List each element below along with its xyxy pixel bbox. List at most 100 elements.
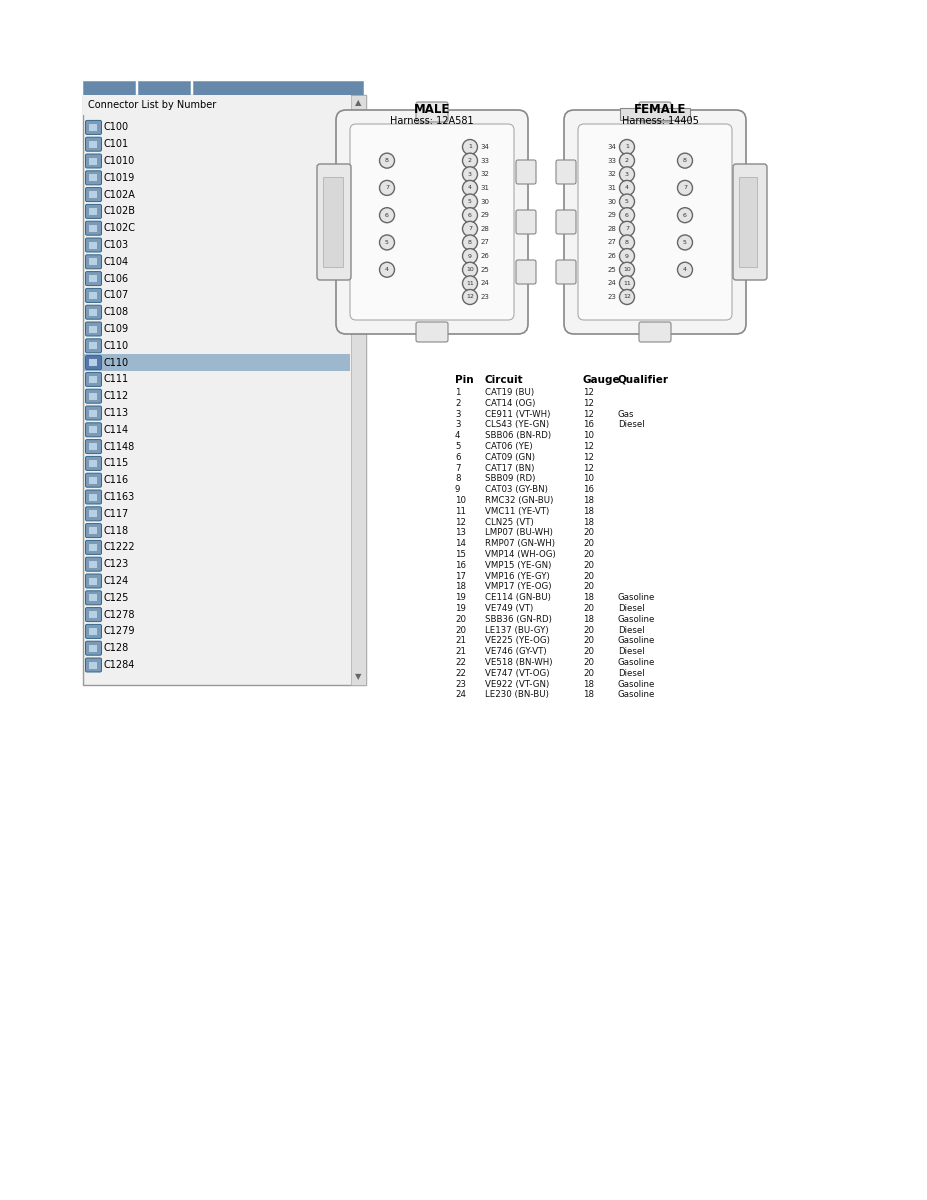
FancyBboxPatch shape [90, 325, 97, 332]
Text: 29: 29 [607, 212, 616, 218]
FancyBboxPatch shape [90, 611, 97, 618]
Circle shape [463, 248, 477, 264]
Text: 31: 31 [607, 185, 616, 191]
Text: 12: 12 [583, 463, 594, 473]
Circle shape [463, 194, 477, 209]
Text: 24: 24 [480, 281, 489, 287]
Circle shape [463, 180, 477, 196]
FancyBboxPatch shape [90, 140, 97, 148]
Circle shape [619, 180, 634, 196]
Text: 27: 27 [607, 240, 616, 246]
Text: 12: 12 [583, 452, 594, 462]
FancyBboxPatch shape [578, 124, 732, 320]
FancyBboxPatch shape [90, 376, 97, 383]
Text: 6: 6 [625, 212, 629, 217]
Text: 13: 13 [455, 528, 466, 538]
Text: VE749 (VT): VE749 (VT) [485, 604, 533, 613]
Text: 11: 11 [466, 281, 474, 286]
Text: 5: 5 [468, 199, 472, 204]
Text: C1148: C1148 [104, 442, 135, 451]
FancyBboxPatch shape [733, 164, 767, 280]
FancyBboxPatch shape [85, 305, 101, 319]
FancyBboxPatch shape [90, 426, 97, 433]
Text: 25: 25 [608, 266, 616, 272]
Text: VE747 (VT-OG): VE747 (VT-OG) [485, 668, 550, 678]
Text: Circuit: Circuit [485, 374, 524, 385]
Text: CAT19 (BU): CAT19 (BU) [485, 388, 534, 397]
Text: 27: 27 [480, 240, 489, 246]
Circle shape [619, 139, 634, 155]
Text: SBB09 (RD): SBB09 (RD) [485, 474, 536, 484]
Text: C110: C110 [104, 358, 129, 367]
Text: C116: C116 [104, 475, 129, 485]
FancyBboxPatch shape [85, 154, 101, 168]
Text: 7: 7 [683, 186, 687, 191]
Text: 12: 12 [583, 388, 594, 397]
Text: 18: 18 [583, 496, 594, 505]
Text: 7: 7 [625, 227, 629, 232]
FancyBboxPatch shape [90, 392, 97, 400]
Text: 12: 12 [583, 442, 594, 451]
Text: 8: 8 [683, 158, 687, 163]
Text: 1: 1 [468, 144, 472, 150]
Text: VMP14 (WH-OG): VMP14 (WH-OG) [485, 550, 556, 559]
Text: C101: C101 [104, 139, 129, 149]
Text: C118: C118 [104, 526, 129, 535]
Text: 6: 6 [468, 212, 472, 217]
Circle shape [678, 208, 692, 223]
Text: C102C: C102C [104, 223, 136, 233]
Circle shape [463, 154, 477, 168]
Text: VMC11 (YE-VT): VMC11 (YE-VT) [485, 506, 550, 516]
Text: 4: 4 [385, 268, 389, 272]
Circle shape [463, 289, 477, 305]
FancyBboxPatch shape [90, 308, 97, 316]
FancyBboxPatch shape [90, 275, 97, 282]
FancyBboxPatch shape [90, 258, 97, 265]
Text: C102B: C102B [104, 206, 136, 216]
Text: 20: 20 [455, 614, 466, 624]
Text: 20: 20 [455, 625, 466, 635]
FancyBboxPatch shape [90, 409, 97, 416]
Text: 18: 18 [583, 679, 594, 689]
FancyBboxPatch shape [317, 164, 351, 280]
Text: 6: 6 [683, 212, 687, 217]
FancyBboxPatch shape [85, 271, 101, 286]
Text: 30: 30 [480, 198, 489, 204]
FancyBboxPatch shape [90, 224, 97, 232]
Text: Gasoline: Gasoline [618, 636, 655, 646]
FancyBboxPatch shape [353, 115, 364, 145]
FancyBboxPatch shape [556, 260, 576, 284]
Circle shape [619, 235, 634, 250]
Text: 19: 19 [455, 604, 466, 613]
Text: 26: 26 [607, 253, 616, 259]
Text: 10: 10 [466, 268, 474, 272]
Text: 21: 21 [455, 636, 466, 646]
FancyBboxPatch shape [85, 120, 101, 134]
Text: C103: C103 [104, 240, 129, 250]
Circle shape [379, 180, 395, 196]
Text: 9: 9 [455, 485, 461, 494]
Text: 12: 12 [623, 294, 631, 300]
FancyBboxPatch shape [90, 208, 97, 215]
Text: 1: 1 [625, 144, 629, 150]
Text: VE922 (VT-GN): VE922 (VT-GN) [485, 679, 550, 689]
Text: 10: 10 [623, 268, 631, 272]
Text: 15: 15 [455, 550, 466, 559]
Text: 34: 34 [607, 144, 616, 150]
FancyBboxPatch shape [85, 187, 101, 202]
Text: C1279: C1279 [104, 626, 135, 636]
Circle shape [619, 208, 634, 223]
Text: 5: 5 [455, 442, 461, 451]
FancyBboxPatch shape [85, 473, 101, 487]
FancyBboxPatch shape [85, 170, 101, 185]
Text: C1019: C1019 [104, 173, 135, 182]
Text: C104: C104 [104, 257, 129, 266]
Circle shape [379, 154, 395, 168]
FancyBboxPatch shape [85, 506, 101, 521]
Text: VMP16 (YE-GY): VMP16 (YE-GY) [485, 571, 550, 581]
Text: 20: 20 [583, 658, 594, 667]
Text: 28: 28 [607, 226, 616, 232]
Circle shape [619, 154, 634, 168]
Text: Connector List by Number: Connector List by Number [88, 100, 216, 110]
Text: 26: 26 [480, 253, 489, 259]
